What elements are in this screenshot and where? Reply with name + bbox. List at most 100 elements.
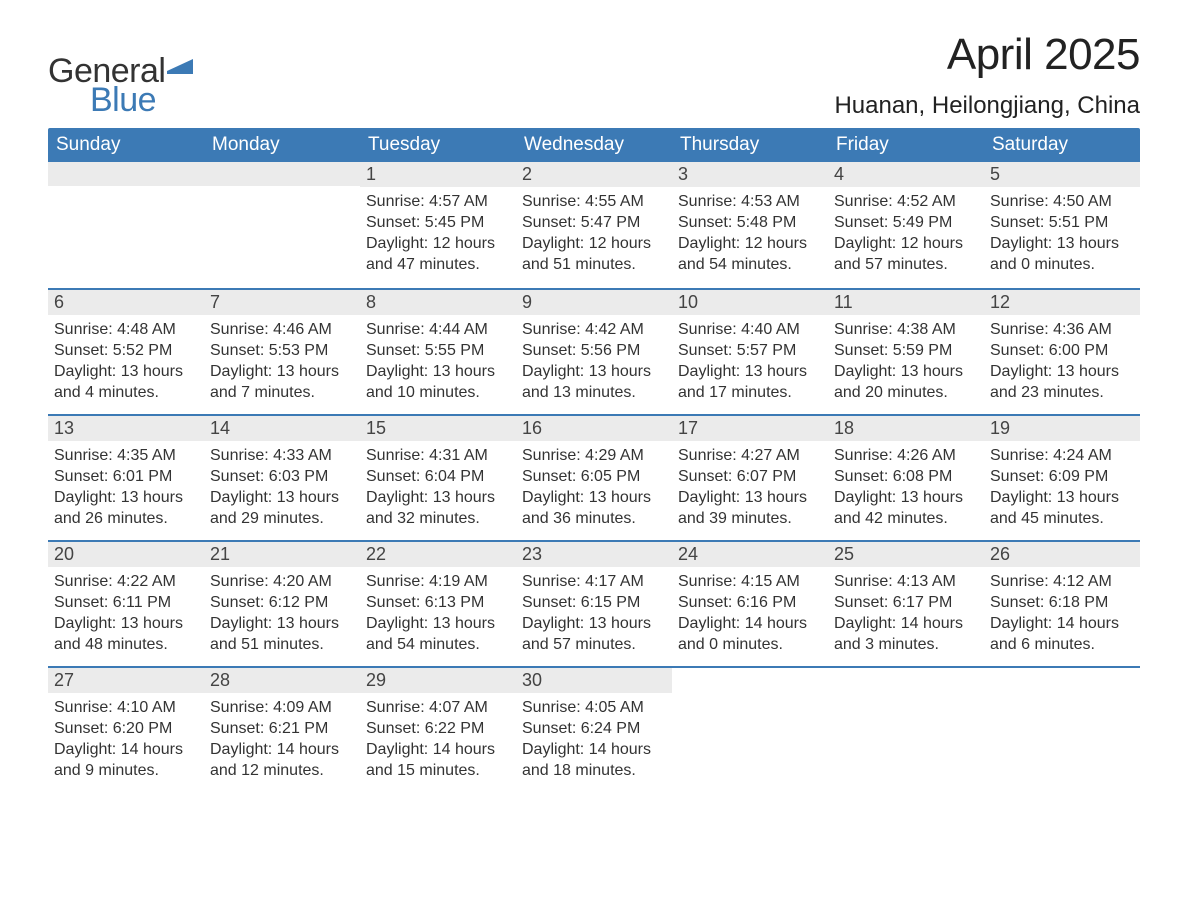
calendar-cell: 6Sunrise: 4:48 AMSunset: 5:52 PMDaylight… bbox=[48, 290, 204, 414]
day-number: 12 bbox=[984, 290, 1140, 315]
daylight-text: Daylight: 13 hours and 48 minutes. bbox=[54, 613, 198, 655]
sunrise-text: Sunrise: 4:12 AM bbox=[990, 571, 1134, 592]
daylight-text: Daylight: 14 hours and 15 minutes. bbox=[366, 739, 510, 781]
day-body: Sunrise: 4:13 AMSunset: 6:17 PMDaylight:… bbox=[828, 567, 984, 665]
daylight-text: Daylight: 13 hours and 13 minutes. bbox=[522, 361, 666, 403]
sunrise-text: Sunrise: 4:53 AM bbox=[678, 191, 822, 212]
daylight-text: Daylight: 13 hours and 7 minutes. bbox=[210, 361, 354, 403]
sunrise-text: Sunrise: 4:27 AM bbox=[678, 445, 822, 466]
sunrise-text: Sunrise: 4:15 AM bbox=[678, 571, 822, 592]
daylight-text: Daylight: 13 hours and 42 minutes. bbox=[834, 487, 978, 529]
daylight-text: Daylight: 13 hours and 32 minutes. bbox=[366, 487, 510, 529]
sunset-text: Sunset: 6:21 PM bbox=[210, 718, 354, 739]
sunrise-text: Sunrise: 4:26 AM bbox=[834, 445, 978, 466]
day-number: 9 bbox=[516, 290, 672, 315]
day-number: 4 bbox=[828, 162, 984, 187]
sunset-text: Sunset: 6:05 PM bbox=[522, 466, 666, 487]
sunset-text: Sunset: 5:52 PM bbox=[54, 340, 198, 361]
day-body: Sunrise: 4:24 AMSunset: 6:09 PMDaylight:… bbox=[984, 441, 1140, 539]
sunset-text: Sunset: 5:55 PM bbox=[366, 340, 510, 361]
sunrise-text: Sunrise: 4:52 AM bbox=[834, 191, 978, 212]
day-number: 27 bbox=[48, 668, 204, 693]
calendar-cell: 11Sunrise: 4:38 AMSunset: 5:59 PMDayligh… bbox=[828, 290, 984, 414]
sunset-text: Sunset: 6:11 PM bbox=[54, 592, 198, 613]
daylight-text: Daylight: 13 hours and 23 minutes. bbox=[990, 361, 1134, 403]
day-header: Saturday bbox=[984, 128, 1140, 162]
day-number: 26 bbox=[984, 542, 1140, 567]
sunrise-text: Sunrise: 4:33 AM bbox=[210, 445, 354, 466]
week-row: 20Sunrise: 4:22 AMSunset: 6:11 PMDayligh… bbox=[48, 540, 1140, 666]
sunrise-text: Sunrise: 4:57 AM bbox=[366, 191, 510, 212]
daylight-text: Daylight: 13 hours and 45 minutes. bbox=[990, 487, 1134, 529]
day-body: Sunrise: 4:31 AMSunset: 6:04 PMDaylight:… bbox=[360, 441, 516, 539]
day-body: Sunrise: 4:19 AMSunset: 6:13 PMDaylight:… bbox=[360, 567, 516, 665]
day-number: 25 bbox=[828, 542, 984, 567]
calendar-cell: 23Sunrise: 4:17 AMSunset: 6:15 PMDayligh… bbox=[516, 542, 672, 666]
sunrise-text: Sunrise: 4:09 AM bbox=[210, 697, 354, 718]
calendar-cell: 28Sunrise: 4:09 AMSunset: 6:21 PMDayligh… bbox=[204, 668, 360, 792]
day-body: Sunrise: 4:07 AMSunset: 6:22 PMDaylight:… bbox=[360, 693, 516, 791]
sunset-text: Sunset: 6:08 PM bbox=[834, 466, 978, 487]
calendar-cell: 16Sunrise: 4:29 AMSunset: 6:05 PMDayligh… bbox=[516, 416, 672, 540]
day-body: Sunrise: 4:12 AMSunset: 6:18 PMDaylight:… bbox=[984, 567, 1140, 665]
sunrise-text: Sunrise: 4:24 AM bbox=[990, 445, 1134, 466]
day-number: 21 bbox=[204, 542, 360, 567]
calendar: Sunday Monday Tuesday Wednesday Thursday… bbox=[48, 128, 1140, 792]
day-body: Sunrise: 4:35 AMSunset: 6:01 PMDaylight:… bbox=[48, 441, 204, 539]
sunrise-text: Sunrise: 4:20 AM bbox=[210, 571, 354, 592]
day-body: Sunrise: 4:29 AMSunset: 6:05 PMDaylight:… bbox=[516, 441, 672, 539]
day-body: Sunrise: 4:17 AMSunset: 6:15 PMDaylight:… bbox=[516, 567, 672, 665]
day-body: Sunrise: 4:33 AMSunset: 6:03 PMDaylight:… bbox=[204, 441, 360, 539]
logo-flag-icon bbox=[167, 55, 193, 77]
sunset-text: Sunset: 6:13 PM bbox=[366, 592, 510, 613]
day-number: 19 bbox=[984, 416, 1140, 441]
sunset-text: Sunset: 5:45 PM bbox=[366, 212, 510, 233]
day-number: 11 bbox=[828, 290, 984, 315]
week-row: 6Sunrise: 4:48 AMSunset: 5:52 PMDaylight… bbox=[48, 288, 1140, 414]
daylight-text: Daylight: 13 hours and 10 minutes. bbox=[366, 361, 510, 403]
daylight-text: Daylight: 12 hours and 57 minutes. bbox=[834, 233, 978, 275]
day-body: Sunrise: 4:46 AMSunset: 5:53 PMDaylight:… bbox=[204, 315, 360, 413]
day-number bbox=[48, 162, 204, 186]
weeks-container: 1Sunrise: 4:57 AMSunset: 5:45 PMDaylight… bbox=[48, 162, 1140, 792]
calendar-cell: 19Sunrise: 4:24 AMSunset: 6:09 PMDayligh… bbox=[984, 416, 1140, 540]
day-body: Sunrise: 4:38 AMSunset: 5:59 PMDaylight:… bbox=[828, 315, 984, 413]
calendar-cell: 8 Sunrise: 4:44 AMSunset: 5:55 PMDaylight… bbox=[360, 290, 516, 414]
sunset-text: Sunset: 6:04 PM bbox=[366, 466, 510, 487]
day-body: Sunrise: 4:36 AMSunset: 6:00 PMDaylight:… bbox=[984, 315, 1140, 413]
sunset-text: Sunset: 6:12 PM bbox=[210, 592, 354, 613]
day-body: Sunrise: 4:10 AMSunset: 6:20 PMDaylight:… bbox=[48, 693, 204, 791]
sunset-text: Sunset: 5:51 PM bbox=[990, 212, 1134, 233]
day-number: 15 bbox=[360, 416, 516, 441]
calendar-cell: 5Sunrise: 4:50 AMSunset: 5:51 PMDaylight… bbox=[984, 162, 1140, 288]
sunset-text: Sunset: 5:56 PM bbox=[522, 340, 666, 361]
day-number: 8 bbox=[360, 290, 516, 315]
sunrise-text: Sunrise: 4:31 AM bbox=[366, 445, 510, 466]
day-body: Sunrise: 4:05 AMSunset: 6:24 PMDaylight:… bbox=[516, 693, 672, 791]
sunset-text: Sunset: 5:59 PM bbox=[834, 340, 978, 361]
sunset-text: Sunset: 6:15 PM bbox=[522, 592, 666, 613]
sunrise-text: Sunrise: 4:36 AM bbox=[990, 319, 1134, 340]
day-body: Sunrise: 4:50 AMSunset: 5:51 PMDaylight:… bbox=[984, 187, 1140, 285]
daylight-text: Daylight: 13 hours and 54 minutes. bbox=[366, 613, 510, 655]
sunrise-text: Sunrise: 4:55 AM bbox=[522, 191, 666, 212]
daylight-text: Daylight: 13 hours and 57 minutes. bbox=[522, 613, 666, 655]
day-body: Sunrise: 4:40 AMSunset: 5:57 PMDaylight:… bbox=[672, 315, 828, 413]
daylight-text: Daylight: 13 hours and 51 minutes. bbox=[210, 613, 354, 655]
calendar-cell: 18Sunrise: 4:26 AMSunset: 6:08 PMDayligh… bbox=[828, 416, 984, 540]
sunrise-text: Sunrise: 4:44 AM bbox=[366, 319, 510, 340]
month-title: April 2025 bbox=[834, 30, 1140, 80]
day-number: 23 bbox=[516, 542, 672, 567]
day-number: 17 bbox=[672, 416, 828, 441]
day-body: Sunrise: 4:27 AMSunset: 6:07 PMDaylight:… bbox=[672, 441, 828, 539]
daylight-text: Daylight: 12 hours and 51 minutes. bbox=[522, 233, 666, 275]
daylight-text: Daylight: 13 hours and 17 minutes. bbox=[678, 361, 822, 403]
calendar-cell-empty bbox=[828, 668, 984, 792]
sunrise-text: Sunrise: 4:46 AM bbox=[210, 319, 354, 340]
day-body: Sunrise: 4:42 AMSunset: 5:56 PMDaylight:… bbox=[516, 315, 672, 413]
day-header: Tuesday bbox=[360, 128, 516, 162]
day-number: 3 bbox=[672, 162, 828, 187]
day-header-row: Sunday Monday Tuesday Wednesday Thursday… bbox=[48, 128, 1140, 162]
sunset-text: Sunset: 5:53 PM bbox=[210, 340, 354, 361]
sunset-text: Sunset: 5:49 PM bbox=[834, 212, 978, 233]
